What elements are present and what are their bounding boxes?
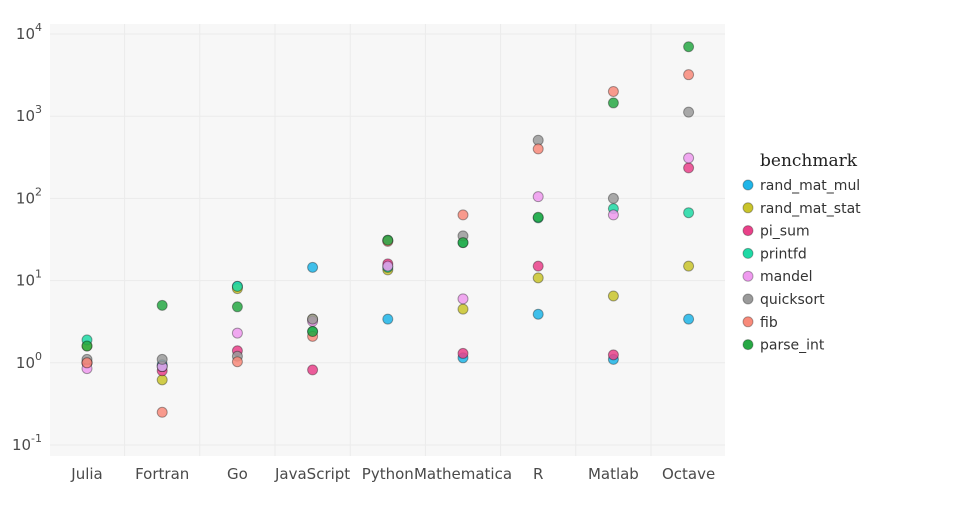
point-fib-octave <box>683 69 695 81</box>
legend: benchmark rand_mat_mul rand_mat_stat pi_su… <box>742 151 861 354</box>
point-quicksort-matlab <box>607 192 619 204</box>
legend-label-fib: fib <box>760 315 778 331</box>
y-tick-label: 101 <box>16 268 42 290</box>
point-fib-go <box>231 356 243 368</box>
point-fib-r <box>532 143 544 155</box>
point-rand_mat_stat-octave <box>683 260 695 272</box>
point-quicksort-javascript <box>307 313 319 325</box>
x-tick-label-matlab: Matlab <box>588 465 639 483</box>
point-rand_mat_mul-javascript <box>307 261 319 273</box>
legend-label-rand_mat_mul: rand_mat_mul <box>760 178 860 194</box>
legend-swatch-printfd <box>742 247 754 259</box>
point-rand_mat_mul-octave <box>683 313 695 325</box>
x-tick-label-go: Go <box>227 465 248 483</box>
point-pi_sum-mathematica <box>457 347 469 359</box>
x-gridlines <box>124 24 652 456</box>
point-fib-fortran <box>156 406 168 418</box>
point-fib-julia <box>81 357 93 369</box>
point-mandel-matlab <box>607 209 619 221</box>
point-quicksort-fortran <box>156 353 168 365</box>
point-parse_int-go <box>231 301 243 313</box>
point-parse_int-python <box>382 234 394 246</box>
point-parse_int-julia <box>81 340 93 352</box>
point-mandel-go <box>231 327 243 339</box>
point-rand_mat_stat-matlab <box>607 290 619 302</box>
legend-label-quicksort: quicksort <box>760 292 825 308</box>
legend-label-pi_sum: pi_sum <box>760 224 810 240</box>
legend-swatch-quicksort <box>742 293 754 305</box>
legend-swatch-fib <box>742 316 754 328</box>
point-rand_mat_stat-r <box>532 272 544 284</box>
point-parse_int-javascript <box>307 326 319 338</box>
legend-swatch-rand_mat_mul <box>742 179 754 191</box>
point-parse_int-r <box>532 211 544 223</box>
y-tick-label: 10-1 <box>12 432 42 454</box>
point-pi_sum-javascript <box>307 364 319 376</box>
x-axis-tick-labels: Julia Fortran Go JavaScript Python Mathematic… <box>70 465 715 483</box>
point-parse_int-octave <box>683 41 695 53</box>
point-rand_mat_mul-python <box>382 313 394 325</box>
point-pi_sum-r <box>532 260 544 272</box>
legend-swatch-mandel <box>742 270 754 282</box>
y-tick-label: 103 <box>16 103 42 125</box>
x-tick-label-fortran: Fortran <box>135 465 189 483</box>
legend-label-rand_mat_stat: rand_mat_stat <box>760 201 861 217</box>
x-tick-label-r: R <box>533 465 543 483</box>
data-points <box>81 41 695 418</box>
point-printfd-go <box>231 280 243 292</box>
point-fib-matlab <box>607 85 619 97</box>
legend-title: benchmark <box>760 151 858 171</box>
legend-label-parse_int: parse_int <box>760 338 825 354</box>
point-parse_int-mathematica <box>457 237 469 249</box>
point-parse_int-fortran <box>156 299 168 311</box>
point-mandel-mathematica <box>457 293 469 305</box>
x-tick-label-javascript: JavaScript <box>274 465 350 483</box>
point-mandel-r <box>532 191 544 203</box>
point-pi_sum-matlab <box>607 349 619 361</box>
x-tick-label-julia: Julia <box>70 465 102 483</box>
point-fib-mathematica <box>457 209 469 221</box>
point-mandel-python <box>382 260 394 272</box>
y-tick-label: 102 <box>16 185 42 207</box>
y-tick-label: 100 <box>16 350 42 372</box>
legend-swatch-parse_int <box>742 339 754 351</box>
x-tick-label-python: Python <box>362 465 414 483</box>
x-tick-label-mathematica: Mathematica <box>414 465 512 483</box>
y-tick-label: 104 <box>16 21 42 43</box>
point-rand_mat_mul-r <box>532 308 544 320</box>
point-printfd-octave <box>683 207 695 219</box>
legend-label-mandel: mandel <box>760 269 812 285</box>
point-quicksort-octave <box>683 106 695 118</box>
point-parse_int-matlab <box>607 97 619 109</box>
y-axis-tick-labels: 10-1 100 101 102 103 104 <box>12 21 42 454</box>
point-mandel-octave <box>683 152 695 164</box>
x-tick-label-octave: Octave <box>662 465 715 483</box>
legend-swatch-pi_sum <box>742 225 754 237</box>
point-rand_mat_stat-mathematica <box>457 303 469 315</box>
legend-swatch-rand_mat_stat <box>742 202 754 214</box>
legend-label-printfd: printfd <box>760 246 807 262</box>
point-pi_sum-octave <box>683 162 695 174</box>
point-rand_mat_stat-fortran <box>156 374 168 386</box>
